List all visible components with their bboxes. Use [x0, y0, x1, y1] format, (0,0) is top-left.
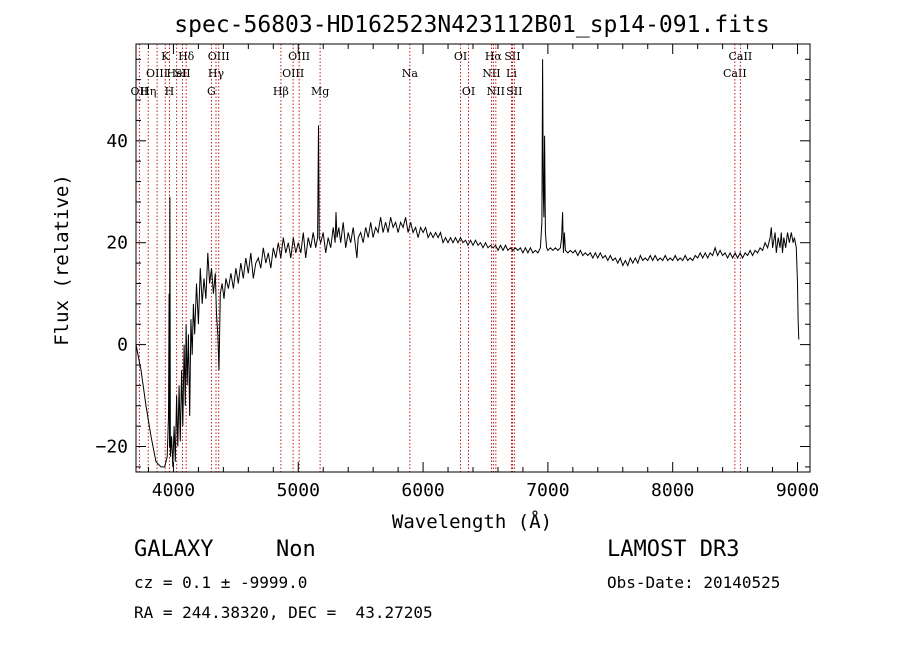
x-tick-label: 8000 — [651, 480, 694, 501]
line-marker-label: OI — [454, 50, 467, 63]
y-tick-label: 20 — [106, 233, 128, 254]
line-marker-label: OI — [462, 85, 475, 98]
line-marker-label: NII — [482, 67, 500, 80]
line-marker-label: HeI — [166, 67, 186, 80]
x-tick-label: 7000 — [526, 480, 569, 501]
line-marker-label: Mg — [311, 85, 329, 98]
line-marker-label: H — [165, 85, 175, 98]
line-marker-label: CaII — [723, 67, 747, 80]
line-marker-label: NII — [487, 85, 505, 98]
redshift-readout: cz = 0.1 ± -9999.0 — [134, 573, 308, 592]
y-axis-label: Flux (relative) — [51, 174, 73, 346]
line-marker-label: Hγ — [208, 67, 225, 80]
line-marker-label: Hδ — [178, 50, 195, 63]
line-marker-label: Li — [506, 67, 517, 80]
line-marker-label: SII — [174, 67, 190, 80]
x-tick-label: 5000 — [277, 480, 320, 501]
line-marker-label: OII — [131, 85, 149, 98]
spectrum-series-line — [135, 59, 800, 468]
x-tick-label: 4000 — [152, 480, 195, 501]
object-subclass-label: Non — [276, 537, 316, 562]
x-axis-label: Wavelength (Å) — [392, 510, 552, 533]
spectrum-chart: spec-56803-HD162523N423112B01_sp14-091.f… — [51, 12, 819, 533]
line-marker-label: SII — [504, 50, 520, 63]
line-marker-label: Hβ — [273, 85, 289, 98]
line-marker-label: CaII — [729, 50, 753, 63]
line-marker-label: OIII — [208, 50, 230, 63]
spectral-line-markers: OIIHηOIIIKHHδHeISIIGHγOIIIHβOIIIOIIIMgNa… — [131, 44, 753, 472]
line-marker-label: G — [207, 85, 216, 98]
line-marker-label: SII — [506, 85, 522, 98]
y-tick-label: −20 — [95, 437, 128, 458]
line-marker-label: K — [161, 50, 170, 63]
x-tick-label: 9000 — [776, 480, 819, 501]
object-class-label: GALAXY — [134, 537, 214, 562]
coordinates-readout: RA = 244.38320, DEC = 43.27205 — [134, 603, 433, 622]
plot-frame — [135, 43, 811, 473]
line-marker-label: Hα — [485, 50, 503, 63]
y-tick-label: 0 — [117, 335, 128, 356]
x-tick-label: 6000 — [401, 480, 444, 501]
chart-title: spec-56803-HD162523N423112B01_sp14-091.f… — [174, 12, 769, 38]
line-marker-label: OIII — [288, 50, 310, 63]
axis-ticks: 4000 5000 6000 7000 8000 9000 −20 0 20 40 — [95, 44, 819, 501]
line-marker-label: Hη — [140, 85, 156, 98]
survey-label: LAMOST DR3 — [607, 537, 740, 562]
line-marker-label: Na — [402, 67, 419, 80]
obs-date-readout: Obs-Date: 20140525 — [607, 573, 781, 592]
y-tick-label: 40 — [106, 131, 128, 152]
line-marker-label: OIII — [146, 67, 168, 80]
line-marker-label: OIII — [282, 67, 304, 80]
